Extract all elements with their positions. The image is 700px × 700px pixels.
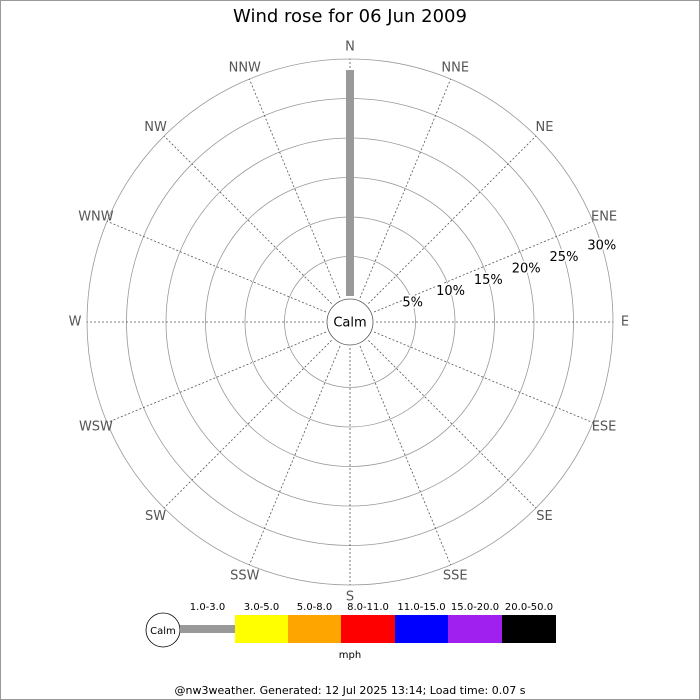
chart-title: Wind rose for 06 Jun 2009 [233, 6, 467, 27]
direction-label: ENE [591, 209, 617, 224]
direction-label: E [621, 315, 629, 330]
legend-label: 5.0-8.0 [297, 602, 332, 613]
direction-label: SSW [230, 569, 260, 584]
direction-label: SW [145, 509, 166, 524]
legend-swatch [502, 615, 556, 643]
direction-label: SE [536, 509, 552, 524]
direction-label: W [69, 315, 82, 330]
legend-swatch [341, 615, 395, 643]
legend-label: 15.0-20.0 [451, 602, 499, 613]
legend-swatch [395, 615, 448, 643]
legend-label: 20.0-50.0 [505, 602, 553, 613]
legend-label: 8.0-11.0 [347, 602, 389, 613]
spoke [248, 345, 341, 566]
r-tick-label: 5% [402, 296, 423, 311]
spoke [248, 78, 341, 299]
legend-swatch [448, 615, 502, 643]
spoke [359, 345, 452, 566]
legend-calm-label: Calm [150, 626, 176, 637]
direction-label: WNW [78, 209, 114, 224]
direction-label: ESE [592, 420, 617, 435]
direction-label: NNE [441, 60, 469, 75]
direction-label: NE [535, 120, 553, 135]
spoke [373, 331, 594, 424]
calm-circle [326, 298, 374, 346]
legend-label: 1.0-3.0 [190, 602, 225, 613]
spoke [163, 135, 332, 304]
direction-label: NW [144, 120, 167, 135]
legend-label: 3.0-5.0 [244, 602, 279, 613]
spoke [106, 331, 327, 424]
legend-swatch [180, 625, 235, 633]
r-tick-label: 30% [587, 239, 616, 254]
legend-swatch [288, 615, 341, 643]
footer: @nw3weather. Generated: 12 Jul 2025 13:1… [175, 684, 526, 697]
r-tick-label: 15% [474, 273, 503, 288]
direction-label: N [345, 40, 355, 55]
calm-label: Calm [333, 316, 366, 331]
r-tick-label: 20% [512, 261, 541, 276]
direction-label: WSW [79, 420, 113, 435]
legend-label: 11.0-15.0 [397, 602, 445, 613]
spoke [373, 220, 594, 313]
direction-label: NNW [229, 60, 261, 75]
legend-swatch [235, 615, 288, 643]
wind-bar [346, 70, 354, 296]
direction-label: SSE [443, 569, 468, 584]
r-tick-label: 25% [550, 250, 579, 265]
r-tick-label: 10% [436, 284, 465, 299]
spoke [163, 340, 332, 509]
unit-label: mph [339, 650, 361, 661]
spoke [359, 78, 452, 299]
direction-label: S [346, 590, 354, 605]
spoke [368, 340, 537, 509]
spoke [368, 135, 537, 304]
spoke [106, 220, 327, 313]
